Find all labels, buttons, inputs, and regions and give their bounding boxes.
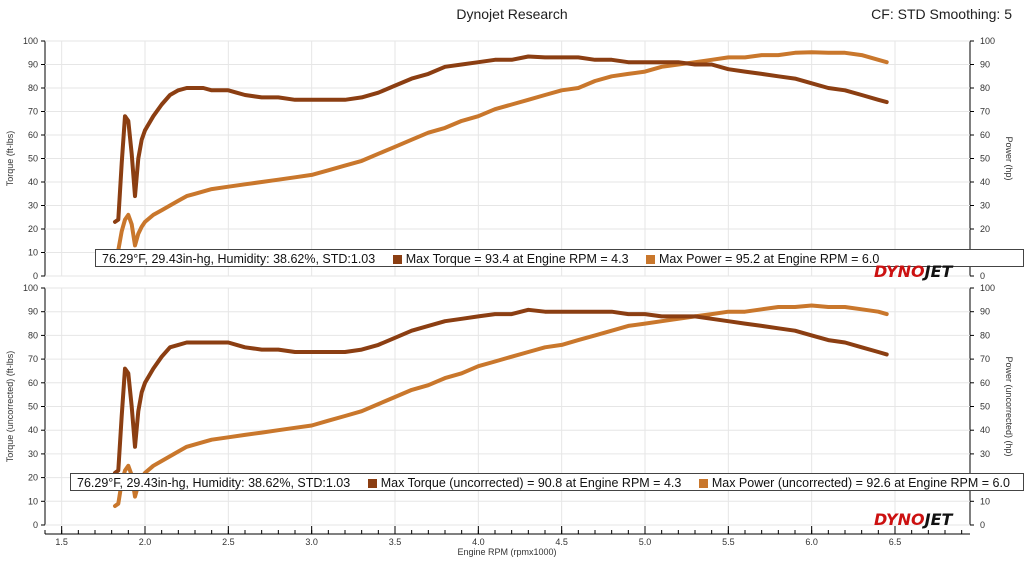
x-tick-label: 6.0 [805, 537, 818, 547]
x-tick-label: 4.5 [555, 537, 568, 547]
x-tick-label: 2.5 [222, 537, 235, 547]
y-tick-label-left: 70 [28, 107, 38, 117]
x-tick-label: 2.0 [139, 537, 152, 547]
torque-curve [113, 307, 889, 475]
y-axis-label-right: Power (uncorrected) (hp) [1004, 356, 1014, 456]
y-tick-label-right: 0 [980, 520, 985, 530]
power-curve [113, 303, 889, 508]
y-tick-label-right: 20 [980, 224, 990, 234]
y-tick-label-left: 90 [28, 307, 38, 317]
x-tick-label: 3.5 [389, 537, 402, 547]
y-tick-label-right: 40 [980, 425, 990, 435]
settings-readout: CF: STD Smoothing: 5 [871, 6, 1012, 22]
legend-torque: Max Torque (uncorrected) = 90.8 at Engin… [380, 476, 682, 490]
x-axis-label: Engine RPM (rpmx1000) [457, 547, 556, 557]
y-tick-label-left: 100 [23, 36, 38, 46]
y-tick-label-left: 90 [28, 60, 38, 70]
y-tick-label-left: 0 [33, 520, 38, 530]
y-tick-label-right: 90 [980, 307, 990, 317]
y-tick-label-right: 80 [980, 330, 990, 340]
power-swatch [698, 479, 708, 488]
y-tick-label-left: 10 [28, 496, 38, 506]
x-tick-label: 3.0 [305, 537, 318, 547]
y-tick-label-left: 80 [28, 330, 38, 340]
y-tick-label-left: 80 [28, 83, 38, 93]
legend-conditions: 76.29°F, 29.43in-hg, Humidity: 38.62%, S… [102, 252, 376, 266]
y-axis-label-right: Power (hp) [1004, 136, 1014, 180]
legend-torque: Max Torque = 93.4 at Engine RPM = 4.3 [405, 252, 629, 266]
power-swatch [646, 255, 656, 264]
y-tick-label-left: 10 [28, 248, 38, 258]
y-tick-label-left: 30 [28, 449, 38, 459]
legend-bottom: 76.29°F, 29.43in-hg, Humidity: 38.62%, S… [70, 473, 1024, 491]
y-tick-label-left: 50 [28, 154, 38, 164]
y-tick-label-right: 60 [980, 130, 990, 140]
y-tick-label-left: 70 [28, 354, 38, 364]
y-tick-label-right: 50 [980, 154, 990, 164]
y-tick-label-right: 100 [980, 283, 995, 293]
page-title: Dynojet Research [456, 6, 568, 22]
x-tick-label: 5.0 [639, 537, 652, 547]
power-curve [113, 50, 889, 257]
x-tick-label: 1.5 [55, 537, 68, 547]
y-tick-label-left: 0 [33, 271, 38, 281]
y-tick-label-right: 80 [980, 83, 990, 93]
y-tick-label-right: 100 [980, 36, 995, 46]
y-axis-label-left: Torque (ft-lbs) [5, 131, 15, 187]
y-tick-label-left: 50 [28, 402, 38, 412]
y-tick-label-right: 70 [980, 354, 990, 364]
y-axis-label-left: Torque (uncorrected) (ft-lbs) [5, 351, 15, 463]
y-tick-label-right: 40 [980, 177, 990, 187]
torque-swatch [392, 255, 402, 264]
dynojet-logo: DYNOJET [874, 262, 953, 281]
legend-top: 76.29°F, 29.43in-hg, Humidity: 38.62%, S… [95, 249, 1024, 267]
y-tick-label-right: 30 [980, 201, 990, 211]
y-tick-label-left: 20 [28, 224, 38, 234]
y-tick-label-left: 40 [28, 425, 38, 435]
torque-swatch [367, 479, 377, 488]
y-tick-label-right: 90 [980, 60, 990, 70]
y-tick-label-left: 100 [23, 283, 38, 293]
y-tick-label-left: 30 [28, 201, 38, 211]
x-tick-label: 5.5 [722, 537, 735, 547]
y-tick-label-left: 40 [28, 177, 38, 187]
y-tick-label-right: 50 [980, 402, 990, 412]
y-tick-label-left: 60 [28, 130, 38, 140]
y-tick-label-right: 10 [980, 496, 990, 506]
y-tick-label-right: 30 [980, 449, 990, 459]
y-tick-label-left: 60 [28, 378, 38, 388]
y-tick-label-left: 20 [28, 473, 38, 483]
y-tick-label-right: 60 [980, 378, 990, 388]
dynojet-logo: DYNOJET [874, 510, 953, 529]
legend-power: Max Power = 95.2 at Engine RPM = 6.0 [659, 252, 880, 266]
legend-power: Max Power (uncorrected) = 92.6 at Engine… [711, 476, 1010, 490]
x-tick-label: 4.0 [472, 537, 485, 547]
torque-curve [113, 54, 889, 224]
legend-conditions: 76.29°F, 29.43in-hg, Humidity: 38.62%, S… [77, 476, 351, 490]
y-tick-label-right: 70 [980, 107, 990, 117]
x-tick-label: 6.5 [889, 537, 902, 547]
y-tick-label-right: 0 [980, 271, 985, 281]
